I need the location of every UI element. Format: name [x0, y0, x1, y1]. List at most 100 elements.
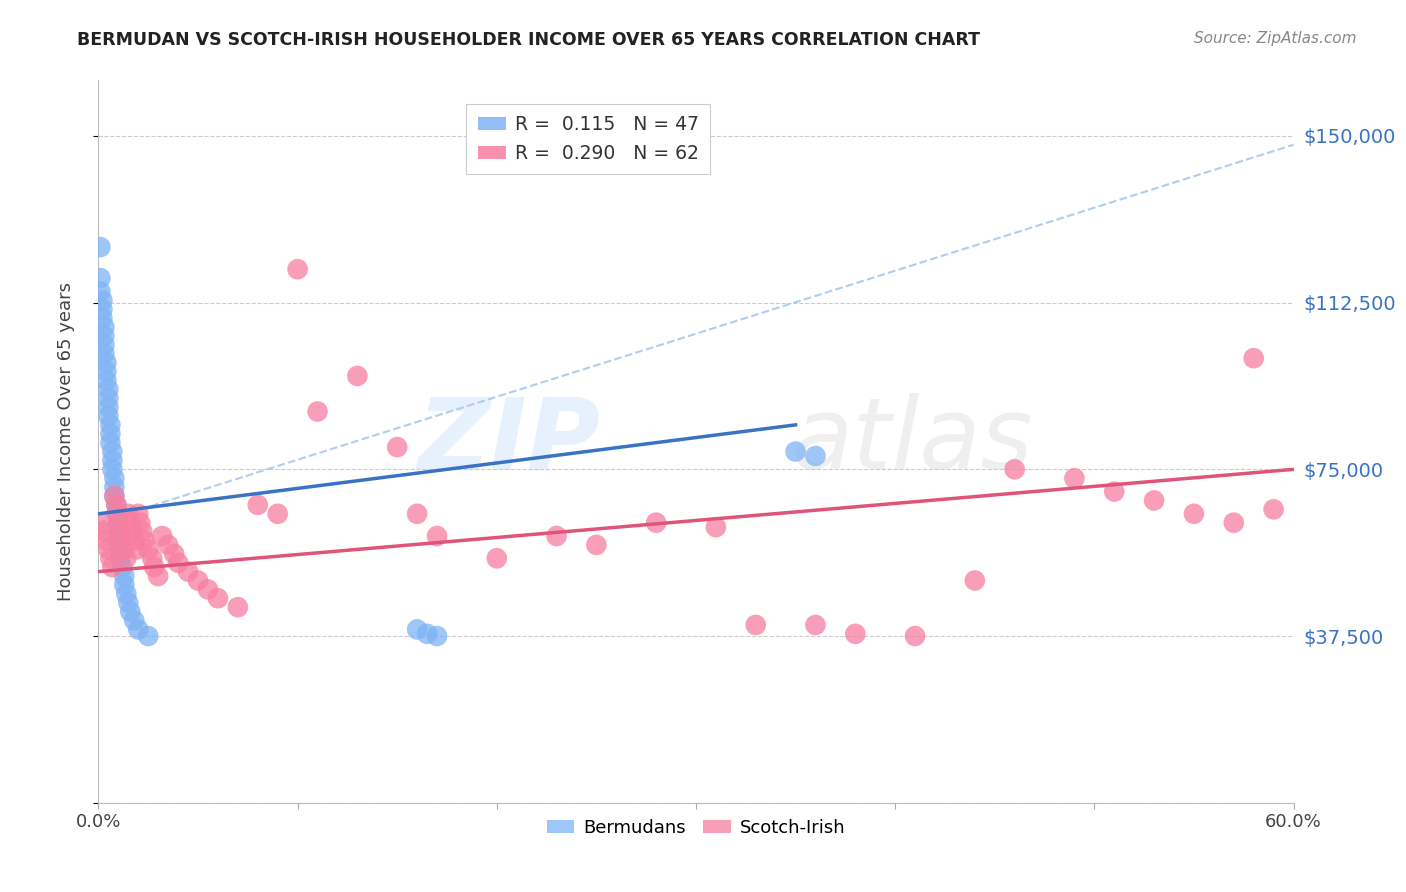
- Scotch-Irish: [287, 262, 309, 277]
- Bermudans: [97, 382, 120, 396]
- Bermudans: [111, 560, 134, 574]
- Scotch-Irish: [124, 533, 146, 548]
- Scotch-Irish: [105, 498, 128, 512]
- Scotch-Irish: [804, 618, 827, 632]
- Scotch-Irish: [745, 618, 768, 632]
- Scotch-Irish: [385, 440, 409, 454]
- Scotch-Irish: [127, 507, 149, 521]
- Scotch-Irish: [93, 524, 115, 539]
- Text: Source: ZipAtlas.com: Source: ZipAtlas.com: [1194, 31, 1357, 46]
- Bermudans: [110, 542, 132, 557]
- Scotch-Irish: [143, 560, 166, 574]
- Bermudans: [89, 285, 111, 299]
- Bermudans: [785, 444, 807, 458]
- Scotch-Irish: [246, 498, 269, 512]
- Scotch-Irish: [1063, 471, 1085, 485]
- Bermudans: [406, 623, 429, 637]
- Bermudans: [107, 533, 129, 548]
- Scotch-Irish: [963, 574, 986, 588]
- Bermudans: [93, 338, 115, 352]
- Scotch-Irish: [103, 489, 125, 503]
- Scotch-Irish: [187, 574, 209, 588]
- Scotch-Irish: [163, 547, 186, 561]
- Bermudans: [105, 498, 128, 512]
- Scotch-Irish: [131, 524, 153, 539]
- Scotch-Irish: [426, 529, 449, 543]
- Scotch-Irish: [120, 516, 142, 530]
- Scotch-Irish: [157, 538, 180, 552]
- Bermudans: [93, 320, 115, 334]
- Bermudans: [91, 311, 114, 326]
- Scotch-Irish: [904, 629, 927, 643]
- Scotch-Irish: [110, 524, 132, 539]
- Scotch-Irish: [150, 529, 173, 543]
- Legend: Bermudans, Scotch-Irish: Bermudans, Scotch-Irish: [540, 812, 852, 845]
- Scotch-Irish: [485, 551, 508, 566]
- Bermudans: [93, 347, 115, 361]
- Text: atlas: atlas: [792, 393, 1033, 490]
- Scotch-Irish: [1104, 484, 1126, 499]
- Bermudans: [416, 627, 439, 641]
- Scotch-Irish: [111, 533, 134, 548]
- Scotch-Irish: [546, 529, 568, 543]
- Bermudans: [93, 329, 115, 343]
- Bermudans: [112, 578, 135, 592]
- Scotch-Irish: [98, 551, 122, 566]
- Scotch-Irish: [167, 556, 190, 570]
- Bermudans: [89, 240, 111, 254]
- Scotch-Irish: [101, 560, 124, 574]
- Scotch-Irish: [1223, 516, 1246, 530]
- Bermudans: [107, 524, 129, 539]
- Scotch-Irish: [129, 516, 152, 530]
- Bermudans: [117, 596, 139, 610]
- Scotch-Irish: [112, 542, 135, 557]
- Scotch-Irish: [148, 569, 170, 583]
- Text: ZIP: ZIP: [418, 393, 600, 490]
- Scotch-Irish: [645, 516, 668, 530]
- Scotch-Irish: [197, 582, 219, 597]
- Scotch-Irish: [406, 507, 429, 521]
- Scotch-Irish: [107, 507, 129, 521]
- Bermudans: [105, 507, 128, 521]
- Scotch-Irish: [121, 524, 143, 539]
- Bermudans: [103, 489, 125, 503]
- Scotch-Irish: [1263, 502, 1285, 516]
- Bermudans: [110, 551, 132, 566]
- Bermudans: [804, 449, 827, 463]
- Scotch-Irish: [844, 627, 866, 641]
- Bermudans: [91, 293, 114, 308]
- Bermudans: [426, 629, 449, 643]
- Scotch-Irish: [141, 551, 163, 566]
- Bermudans: [98, 417, 122, 432]
- Scotch-Irish: [1182, 507, 1205, 521]
- Bermudans: [101, 453, 124, 467]
- Bermudans: [136, 629, 159, 643]
- Bermudans: [103, 480, 125, 494]
- Bermudans: [96, 373, 118, 387]
- Scotch-Irish: [107, 516, 129, 530]
- Scotch-Irish: [307, 404, 329, 418]
- Scotch-Irish: [115, 551, 138, 566]
- Bermudans: [91, 302, 114, 317]
- Scotch-Irish: [125, 542, 148, 557]
- Bermudans: [103, 471, 125, 485]
- Scotch-Irish: [177, 565, 200, 579]
- Bermudans: [97, 409, 120, 423]
- Scotch-Irish: [97, 542, 120, 557]
- Bermudans: [127, 623, 149, 637]
- Scotch-Irish: [96, 533, 118, 548]
- Bermudans: [112, 569, 135, 583]
- Scotch-Irish: [704, 520, 727, 534]
- Bermudans: [97, 391, 120, 405]
- Scotch-Irish: [91, 516, 114, 530]
- Bermudans: [101, 462, 124, 476]
- Bermudans: [98, 426, 122, 441]
- Bermudans: [115, 587, 138, 601]
- Bermudans: [97, 400, 120, 414]
- Text: BERMUDAN VS SCOTCH-IRISH HOUSEHOLDER INCOME OVER 65 YEARS CORRELATION CHART: BERMUDAN VS SCOTCH-IRISH HOUSEHOLDER INC…: [77, 31, 980, 49]
- Bermudans: [96, 356, 118, 370]
- Bermudans: [96, 364, 118, 378]
- Scotch-Irish: [1004, 462, 1026, 476]
- Bermudans: [107, 516, 129, 530]
- Scotch-Irish: [117, 507, 139, 521]
